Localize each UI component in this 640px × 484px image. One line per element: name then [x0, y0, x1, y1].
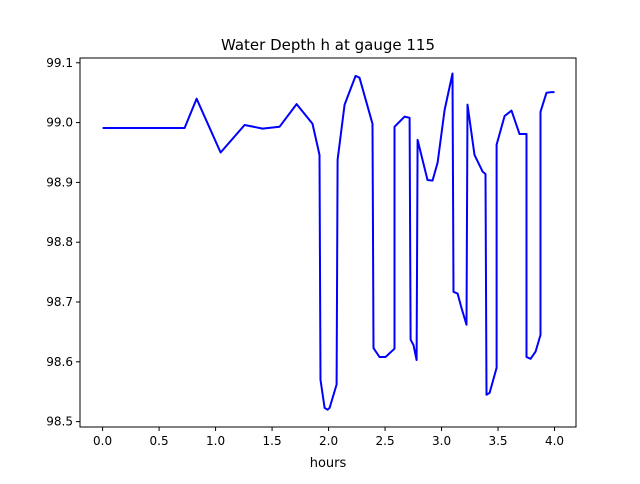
- y-tick-label: 99.1: [46, 56, 73, 70]
- series-line-h: [102, 72, 555, 411]
- y-tick-label: 98.7: [46, 295, 73, 309]
- y-tick-label: 98.5: [46, 415, 73, 429]
- x-tick-label: 1.0: [206, 434, 225, 448]
- y-tick-label: 98.8: [46, 235, 73, 249]
- y-tick-label: 99.0: [46, 116, 73, 130]
- axes-frame: [79, 57, 577, 428]
- y-tick-label: 98.9: [46, 175, 73, 189]
- x-tick-label: 2.5: [376, 434, 395, 448]
- x-tick-label: 0.5: [150, 434, 169, 448]
- plot-area: [102, 72, 555, 411]
- chart-title: Water Depth h at gauge 115: [221, 36, 435, 54]
- x-tick-label: 1.5: [263, 434, 282, 448]
- x-axis-label: hours: [310, 456, 347, 471]
- y-tick-label: 98.6: [46, 355, 73, 369]
- x-tick-label: 0.0: [93, 434, 112, 448]
- x-axis: 0.0 0.5 1.0 1.5 2.0 2.5 3.0 3.5 4.0: [93, 427, 564, 448]
- x-tick-label: 3.0: [432, 434, 451, 448]
- x-tick-label: 3.5: [488, 434, 507, 448]
- y-axis: 98.5 98.6 98.7 98.8 98.9 99.0 99.1: [46, 56, 80, 429]
- x-tick-label: 2.0: [319, 434, 338, 448]
- x-tick-label: 4.0: [545, 434, 564, 448]
